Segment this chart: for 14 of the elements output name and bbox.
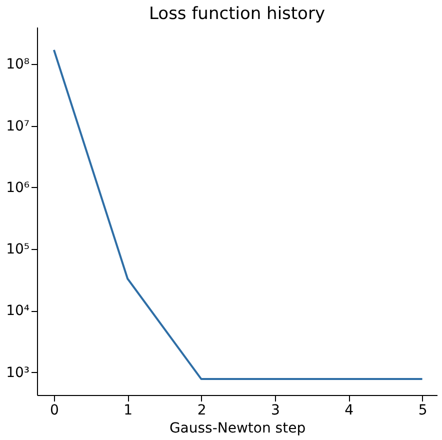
x-axis-title: Gauss-Newton step (169, 420, 306, 436)
x-tick-label: 0 (50, 402, 59, 418)
x-tick-label: 2 (197, 402, 206, 418)
y-tick-label: 10⁶ (6, 180, 30, 196)
y-tick-label: 10⁷ (6, 118, 30, 134)
y-tick-label: 10⁵ (6, 242, 30, 258)
chart-title: Loss function history (148, 4, 326, 24)
y-tick-label: 10⁸ (6, 56, 30, 73)
x-tick-label: 1 (124, 402, 133, 418)
x-tick-label: 5 (418, 402, 428, 418)
y-tick-label: 10⁴ (6, 303, 30, 320)
x-tick-label: 4 (344, 402, 354, 418)
x-tick-label: 3 (270, 402, 280, 418)
y-tick-label: 10³ (6, 364, 30, 381)
